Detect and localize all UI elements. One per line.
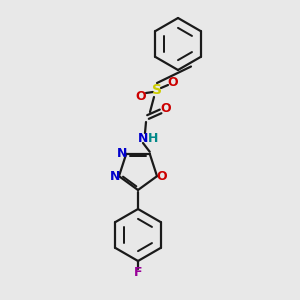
Text: O: O [168, 76, 178, 88]
Text: F: F [134, 266, 142, 280]
Text: O: O [157, 170, 167, 183]
Text: N: N [117, 147, 128, 160]
Text: O: O [161, 103, 171, 116]
Text: S: S [152, 83, 162, 97]
Text: H: H [148, 131, 158, 145]
Text: O: O [136, 89, 146, 103]
Text: N: N [110, 170, 120, 183]
Text: N: N [138, 131, 148, 145]
